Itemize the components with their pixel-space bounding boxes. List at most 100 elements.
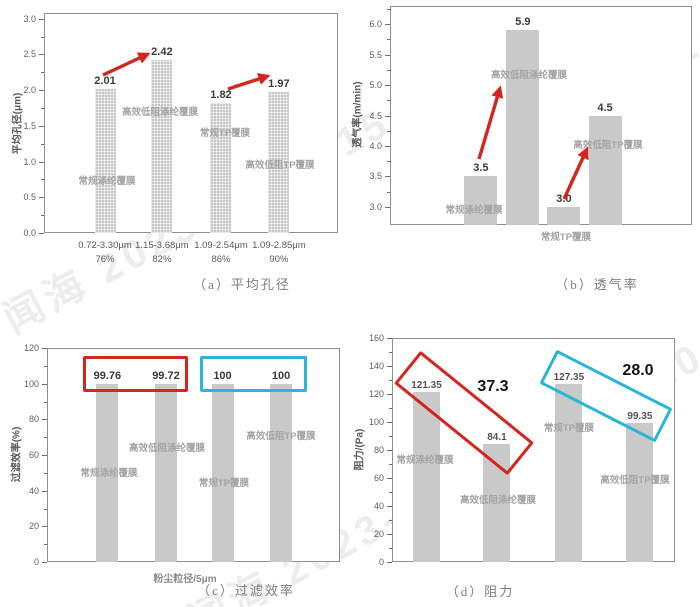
- y-axis-minor-tick: [41, 143, 44, 145]
- y-axis-tick: [42, 455, 47, 456]
- y-axis-tick-label: 0: [33, 557, 39, 567]
- bar-value-label: 99.35: [627, 410, 653, 422]
- bar: [270, 383, 293, 562]
- difference-annotation: 28.0: [622, 362, 654, 379]
- y-axis-tick-label: 40: [373, 501, 384, 511]
- y-axis-minor-tick: [41, 215, 44, 217]
- x-tick-label: 1.09-2.85μm: [252, 240, 306, 251]
- y-axis-tick-label: 3.5: [369, 171, 382, 182]
- y-axis-minor-tick: [389, 548, 392, 549]
- y-axis-tick: [39, 197, 44, 199]
- y-axis-minor-tick: [389, 408, 392, 409]
- bar: [94, 89, 116, 233]
- y-axis-tick: [42, 562, 47, 563]
- y-axis-tick-label: 160: [368, 333, 384, 343]
- y-axis-minor-tick: [44, 544, 47, 546]
- y-axis-tick-label: 140: [368, 361, 384, 371]
- x-tick-label: 82%: [152, 254, 172, 265]
- bar: [268, 92, 290, 233]
- y-axis-label: 阻力/(Pa): [354, 428, 366, 471]
- series-label: 常规涤纶覆膜: [445, 205, 503, 216]
- series-label: 高效低阻涤纶覆膜: [459, 495, 536, 506]
- y-axis-tick-label: 6.0: [369, 19, 382, 30]
- y-axis-tick-label: 80: [373, 445, 384, 455]
- series-label: 常规涤纶覆膜: [396, 455, 454, 466]
- series-label: 高效低阻涤纶覆膜: [121, 107, 198, 118]
- series-label: 高效低阻涤纶覆膜: [128, 443, 205, 454]
- y-axis-tick: [42, 419, 47, 421]
- bar: [413, 392, 441, 562]
- series-label: 常规TP覆膜: [543, 423, 595, 434]
- caption: （b）透气率: [555, 277, 639, 292]
- bar-value-label: 4.5: [597, 101, 613, 114]
- y-axis-tick: [39, 233, 44, 234]
- y-axis-minor-tick: [41, 36, 44, 38]
- bar-value-label: 2.42: [151, 46, 173, 59]
- highlight-box-red: [83, 356, 188, 392]
- y-axis-minor-tick: [44, 472, 47, 474]
- y-axis-tick: [42, 526, 47, 528]
- y-axis-tick-label: 4.5: [369, 110, 382, 121]
- y-axis-tick-label: 20: [373, 529, 384, 539]
- series-label: 常规涤纶覆膜: [80, 468, 138, 479]
- bar-value-label: 121.35: [411, 380, 442, 392]
- series-label: 高效低阻TP覆膜: [573, 140, 643, 151]
- bar-value-label: 3.0: [556, 192, 572, 205]
- y-axis-tick-label: 100: [368, 417, 384, 427]
- y-axis-tick: [42, 383, 47, 385]
- bar: [506, 30, 540, 225]
- bar-value-label: 100: [271, 369, 291, 382]
- y-axis-tick-label: 2.0: [23, 85, 36, 96]
- y-axis-tick-label: 80: [28, 414, 39, 425]
- y-axis-minor-tick: [387, 161, 390, 163]
- y-axis-tick-label: 0.5: [23, 192, 36, 203]
- y-axis-tick: [385, 85, 390, 87]
- caption: （c）过滤效率: [197, 583, 295, 598]
- bar-value-label: 100: [213, 369, 232, 382]
- y-axis-minor-tick: [44, 401, 47, 403]
- y-axis-minor-tick: [41, 108, 44, 109]
- y-axis-tick-label: 20: [28, 521, 39, 532]
- y-axis-label: 平均孔径(μm): [12, 92, 24, 155]
- y-axis-minor-tick: [389, 464, 392, 465]
- bar-value-label: 1.82: [210, 89, 232, 101]
- y-axis-tick-label: 120: [368, 389, 384, 399]
- x-tick-label: 86%: [211, 254, 231, 265]
- y-axis-tick-label: 0.0: [23, 228, 36, 238]
- y-axis-tick: [385, 115, 390, 117]
- y-axis-tick-label: 2.5: [23, 49, 36, 60]
- bar: [626, 422, 654, 562]
- bar-value-label: 84.1: [487, 432, 507, 444]
- y-axis-tick-label: 120: [23, 343, 39, 353]
- y-axis-tick: [387, 338, 392, 339]
- y-axis-tick: [387, 478, 392, 479]
- difference-annotation: 37.3: [477, 378, 509, 395]
- y-axis-tick: [385, 176, 390, 178]
- series-label: 高效低阻TP覆膜: [600, 475, 670, 486]
- y-axis-tick-label: 1.5: [23, 120, 36, 131]
- y-axis-minor-tick: [387, 69, 390, 71]
- y-axis-tick-label: 40: [28, 485, 39, 496]
- y-axis-tick: [39, 125, 44, 127]
- bar-value-label: 5.9: [515, 16, 531, 29]
- bar-value-label: 1.97: [268, 78, 290, 91]
- y-axis-tick: [39, 161, 44, 163]
- x-tick-label: 1.09-2.54μm: [194, 240, 248, 251]
- y-axis-minor-tick: [387, 130, 390, 132]
- y-axis-tick-label: 4.0: [369, 140, 382, 151]
- y-axis-minor-tick: [41, 179, 44, 181]
- bar: [154, 384, 177, 562]
- x-tick-label: 76%: [95, 254, 115, 265]
- y-axis-tick: [387, 534, 392, 535]
- plot-area: [390, 6, 692, 225]
- y-axis-tick: [385, 54, 390, 56]
- y-axis-minor-tick: [387, 39, 390, 41]
- y-axis-tick: [42, 490, 47, 492]
- y-axis-minor-tick: [389, 520, 392, 521]
- bar: [210, 103, 232, 233]
- y-axis-minor-tick: [41, 72, 44, 74]
- bar: [483, 444, 511, 562]
- series-label: 常规TP覆膜: [198, 478, 250, 489]
- highlight-box-cyan: [200, 356, 307, 392]
